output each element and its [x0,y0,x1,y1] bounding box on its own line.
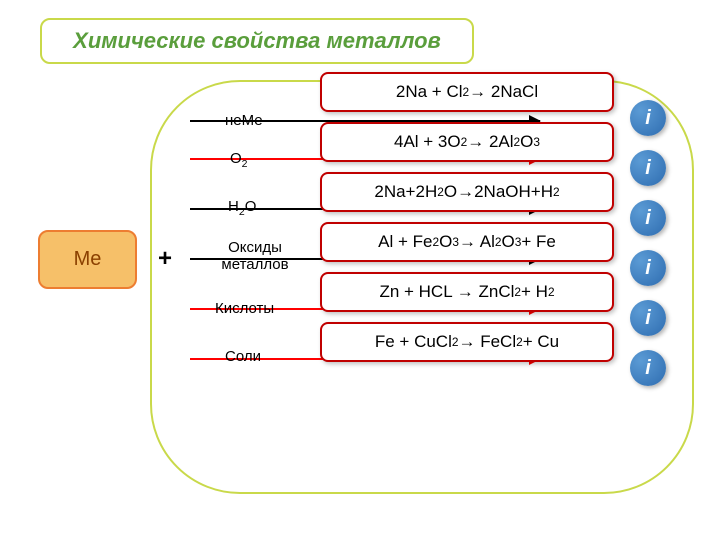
me-box: Me [38,230,137,289]
reagent-1: O2 [230,150,248,170]
info-button-2[interactable]: i [630,200,666,236]
info-button-0[interactable]: i [630,100,666,136]
reaction-0: 2Na + Cl2 → 2NaCl [320,72,614,112]
reagent-0: неМе [225,112,263,129]
reagent-4: Кислоты [215,300,274,317]
plus-sign: + [158,245,172,273]
title-text: Химические свойства металлов [73,28,441,54]
info-button-1[interactable]: i [630,150,666,186]
reagent-3: Оксидыметаллов [210,240,300,273]
info-button-3[interactable]: i [630,250,666,286]
info-button-4[interactable]: i [630,300,666,336]
info-button-5[interactable]: i [630,350,666,386]
title-box: Химические свойства металлов [40,18,474,64]
reaction-5: Fe + CuCl2→ FeCl2 + Cu [320,322,614,362]
reaction-3: Al + Fe2O3 → Al2O3 + Fe [320,222,614,262]
reagent-5: Соли [225,348,261,365]
slide: Химические свойства металлов Me + неМе O2… [0,0,720,540]
reaction-4: Zn + HCL → ZnCl2 + H2 [320,272,614,312]
reagent-2: Н2О [228,198,256,218]
reaction-2: 2Na+2H2O→2NaOH+H2 [320,172,614,212]
me-label: Me [74,248,102,271]
reaction-1: 4Al + 3O2 → 2Al2O3 [320,122,614,162]
